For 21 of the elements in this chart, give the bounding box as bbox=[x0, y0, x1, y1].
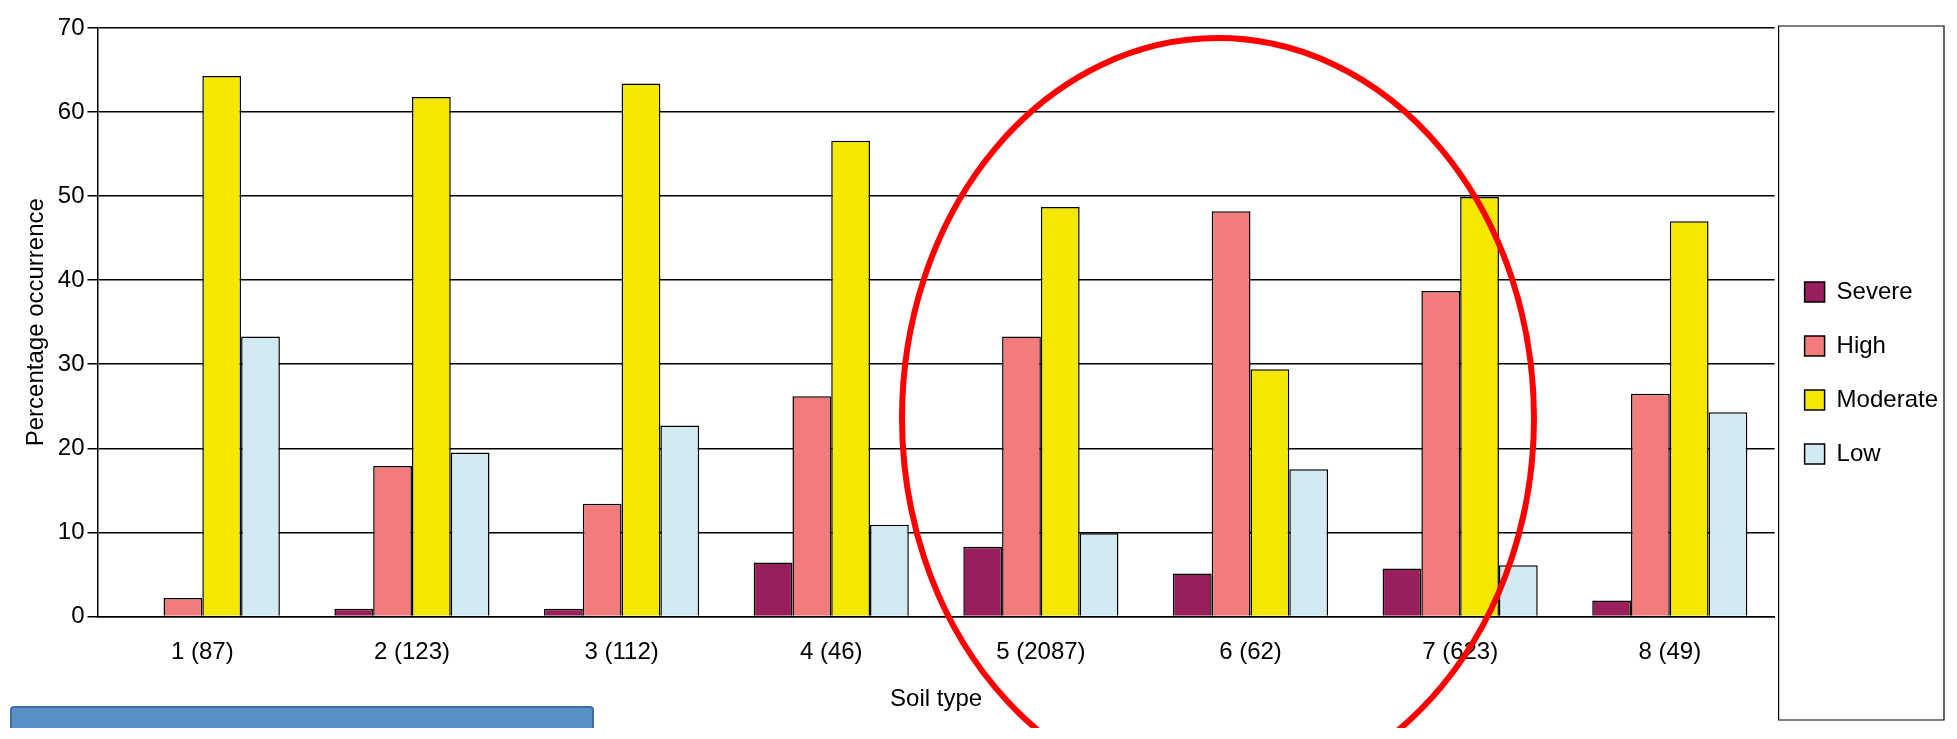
y-tick-label: 50 bbox=[57, 180, 85, 208]
y-tick-label: 30 bbox=[57, 348, 85, 376]
x-tick-label: 5 (2087) bbox=[996, 637, 1086, 665]
y-axis-title: Percentage occurrence bbox=[21, 198, 49, 447]
legend-label: High bbox=[1836, 330, 1886, 358]
y-tick-label: 70 bbox=[57, 12, 85, 40]
x-tick-label: 4 (46) bbox=[799, 637, 863, 665]
x-tick-label: 2 (123) bbox=[373, 637, 450, 665]
y-tick-label: 10 bbox=[57, 516, 85, 544]
x-tick-label: 6 (62) bbox=[1219, 637, 1282, 665]
y-tick-label: 20 bbox=[57, 432, 85, 460]
y-tick-label: 0 bbox=[71, 601, 85, 629]
y-tick-label: 60 bbox=[57, 96, 85, 124]
legend-label: Moderate bbox=[1836, 384, 1938, 412]
x-axis-title: Soil type bbox=[890, 684, 983, 712]
x-tick-label: 1 (87) bbox=[170, 637, 234, 665]
x-tick-label: 3 (112) bbox=[584, 637, 659, 665]
y-tick-label: 40 bbox=[57, 264, 85, 292]
legend-label: Low bbox=[1836, 438, 1882, 466]
x-tick-label: 8 (49) bbox=[1638, 637, 1702, 665]
legend-label: Severe bbox=[1836, 276, 1913, 304]
